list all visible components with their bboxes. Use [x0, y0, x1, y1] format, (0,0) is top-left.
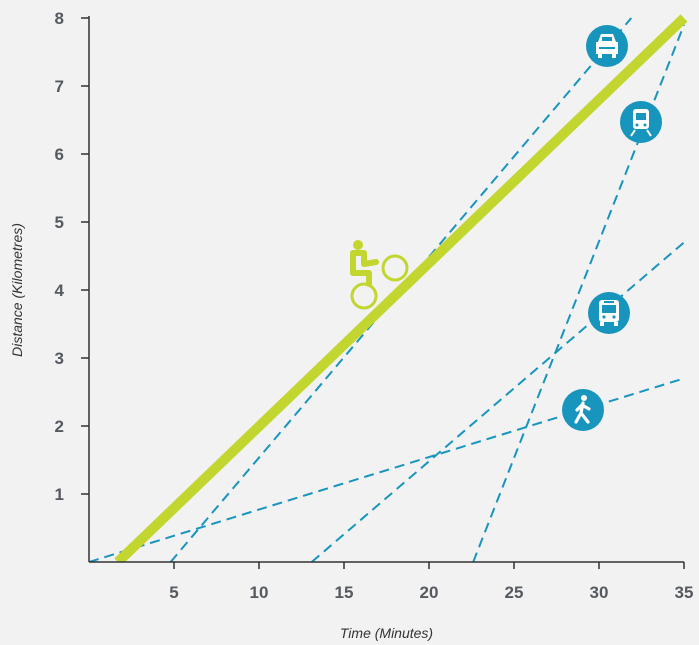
- x-tick-label: 35: [675, 583, 694, 602]
- x-tick-label: 5: [169, 583, 178, 602]
- y-tick-label: 8: [55, 9, 64, 28]
- y-tick-label: 2: [55, 417, 64, 436]
- x-axis-label: Time (Minutes): [340, 625, 433, 641]
- y-tick-label: 6: [55, 145, 64, 164]
- x-tick-label: 20: [420, 583, 439, 602]
- y-tick-label: 5: [55, 213, 64, 232]
- plot-area: [89, 14, 688, 562]
- car-icon: [586, 25, 628, 67]
- y-tick-label: 7: [55, 77, 64, 96]
- axes: [81, 16, 685, 569]
- series-icons: [350, 25, 662, 431]
- y-tick-label: 4: [55, 281, 65, 300]
- series-line-bus: [311, 241, 685, 562]
- walking-icon: [562, 389, 604, 431]
- bicycle-icon: [350, 240, 409, 310]
- bus-icon: [588, 292, 630, 334]
- series-line-bicycle: [114, 14, 688, 562]
- x-tick-label: 15: [335, 583, 354, 602]
- tick-labels: 1 2 3 4 5 6 7 8 5 10 15 20 25 30 35: [55, 9, 694, 602]
- x-tick-label: 10: [250, 583, 269, 602]
- x-tick-label: 30: [590, 583, 609, 602]
- y-axis-label: Distance (Kilometres): [9, 223, 25, 357]
- y-tick-label: 3: [55, 349, 64, 368]
- x-tick-label: 25: [505, 583, 524, 602]
- train-icon: [620, 101, 662, 143]
- y-tick-label: 1: [55, 485, 64, 504]
